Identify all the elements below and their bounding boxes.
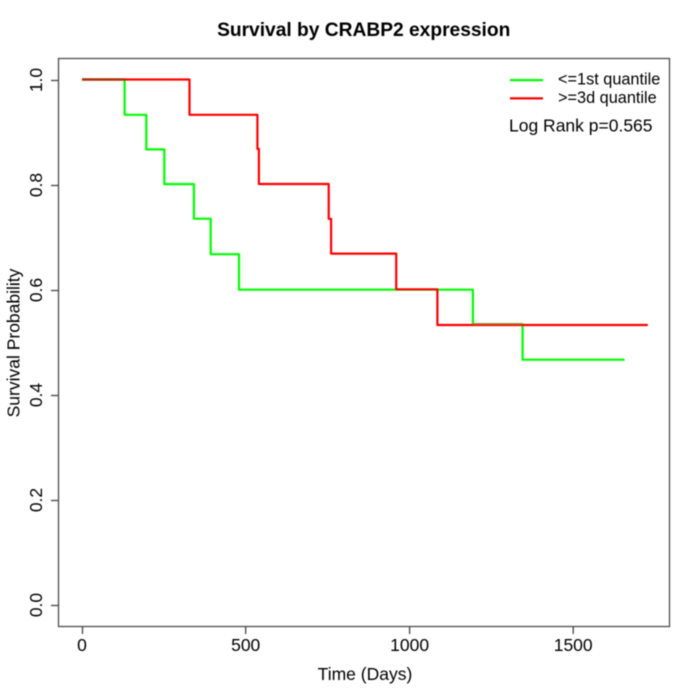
svg-text:Time (Days): Time (Days) xyxy=(318,664,413,684)
svg-text:0.2: 0.2 xyxy=(26,488,46,512)
svg-text:Log Rank p=0.565: Log Rank p=0.565 xyxy=(509,115,653,135)
svg-text:0.0: 0.0 xyxy=(26,593,46,618)
svg-text:1000: 1000 xyxy=(390,635,429,655)
svg-text:1500: 1500 xyxy=(554,635,593,655)
svg-text:>=3d quantile: >=3d quantile xyxy=(558,89,657,107)
svg-text:0: 0 xyxy=(77,635,87,655)
svg-text:Survival by CRABP2 expression: Survival by CRABP2 expression xyxy=(217,20,510,41)
svg-text:0.6: 0.6 xyxy=(26,278,46,302)
svg-text:0.4: 0.4 xyxy=(26,383,46,408)
svg-text:0.8: 0.8 xyxy=(26,173,46,197)
svg-text:500: 500 xyxy=(231,635,260,655)
svg-text:<=1st quantile: <=1st quantile xyxy=(558,71,660,89)
svg-text:1.0: 1.0 xyxy=(26,68,46,93)
svg-text:Survival Probability: Survival Probability xyxy=(4,268,24,417)
